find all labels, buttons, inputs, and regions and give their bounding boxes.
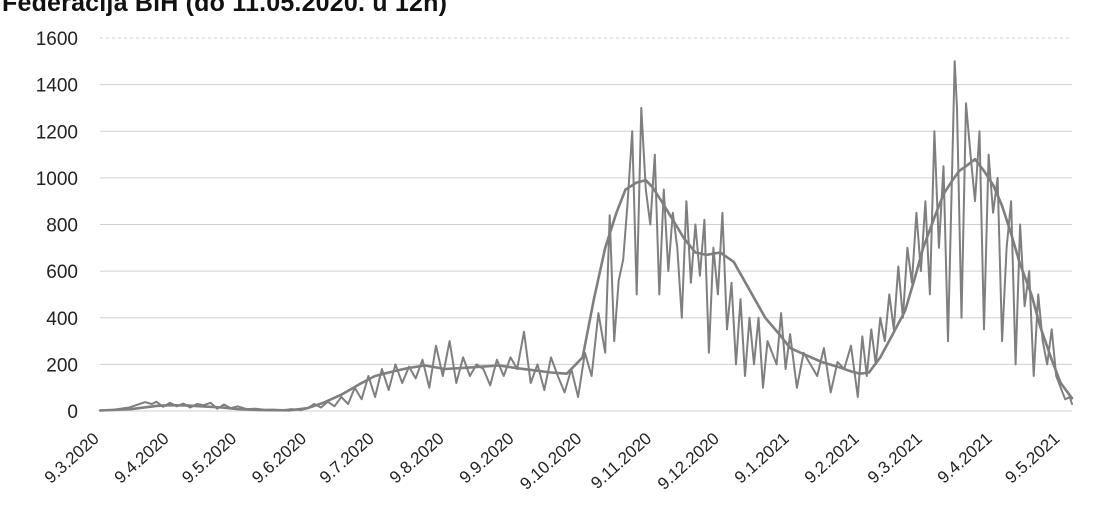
x-tick-label: 9.7.2020 [316,429,378,487]
y-axis-tick-labels: 0 200 400 600 800 1000 1200 1400 1600 [36,29,78,423]
y-tick-label: 1200 [36,122,78,143]
x-tick-label: 9.3.2020 [41,429,103,487]
x-tick-label: 9.9.2020 [456,429,518,487]
x-tick-label: 9.1.2021 [731,429,793,487]
x-tick-label: 9.6.2020 [248,429,310,487]
x-tick-label: 9.5.2020 [178,429,240,487]
x-axis-tick-labels: 9.3.2020 9.4.2020 9.5.2020 9.6.2020 9.7.2020… [41,429,1064,494]
x-tick-label: 9.4.2021 [934,429,996,487]
x-tick-label: 9.11.2020 [587,429,655,493]
y-tick-label: 1000 [36,169,78,190]
x-tick-label: 9.3.2021 [864,429,926,487]
y-tick-label: 200 [46,355,78,376]
x-tick-label: 9.12.2020 [654,429,723,494]
y-tick-label: 800 [46,216,78,237]
y-tick-label: 1600 [36,29,78,50]
y-tick-label: 0 [67,402,78,423]
chart-title: Federacija BiH (do 11.05.2020. u 12h) [2,0,448,17]
y-tick-label: 400 [46,309,78,330]
x-tick-label: 9.8.2020 [386,429,448,487]
series-line-smoothed [98,157,1074,412]
x-tick-label: 9.10.2020 [516,429,585,494]
y-tick-label: 1400 [36,76,78,97]
x-tick-label: 9.2.2021 [801,429,863,487]
x-tick-label: 9.5.2021 [1002,429,1064,487]
y-tick-label: 600 [46,262,78,283]
x-tick-label: 9.4.2020 [111,429,173,487]
series-layer [98,60,1074,412]
series-line-daily [99,60,1073,412]
